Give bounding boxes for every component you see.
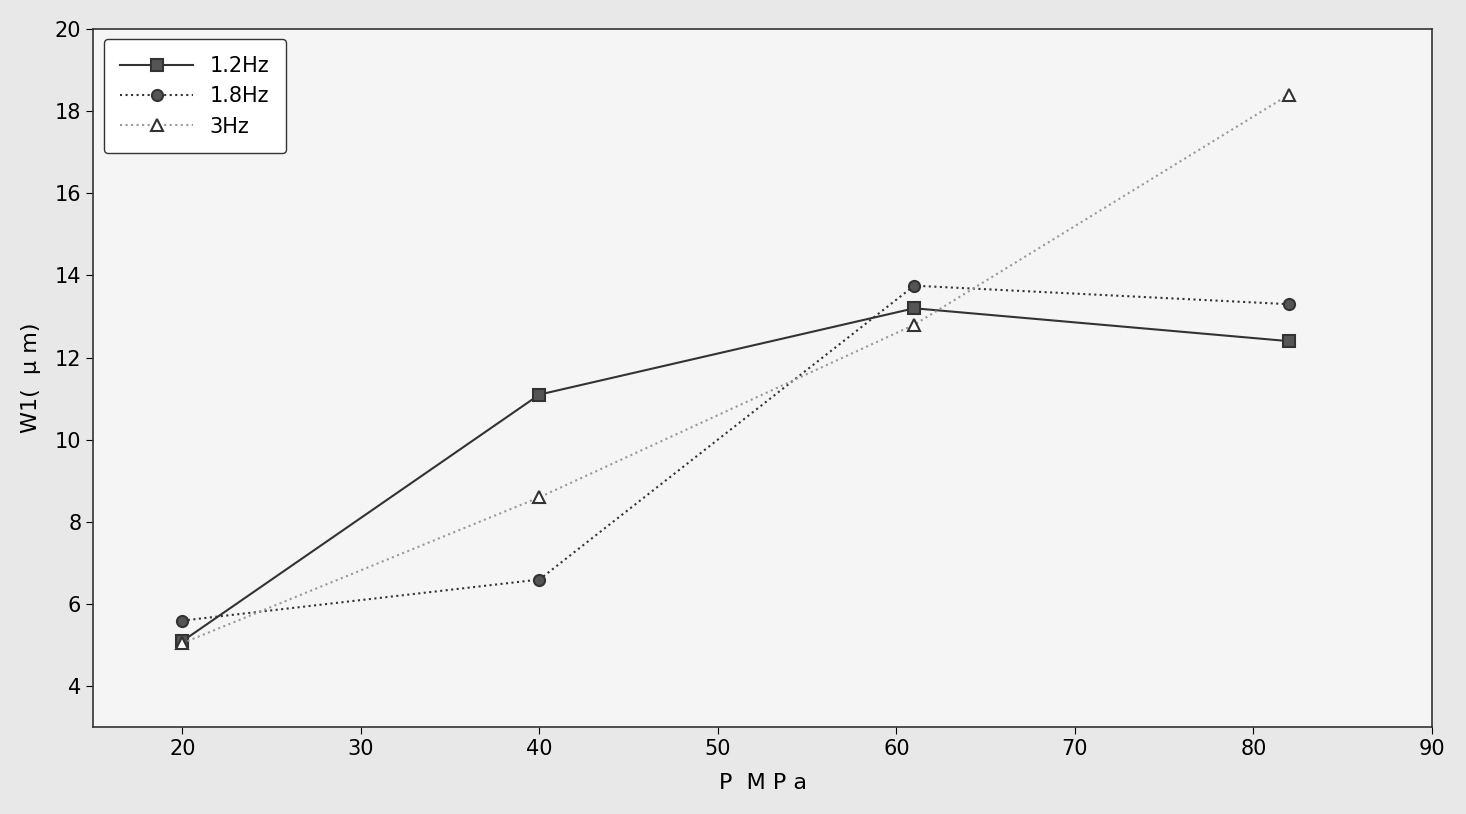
3Hz [531,492,548,502]
X-axis label: P  M P a: P M P a [718,773,806,793]
Legend: 1.2Hz, 1.8Hz, 3Hz: 1.2Hz, 1.8Hz, 3Hz [104,39,286,153]
1.2Hz [531,390,548,400]
3Hz [906,320,924,330]
1.2Hz [906,304,924,313]
1.2Hz [1280,336,1297,346]
1.8Hz [906,281,924,291]
Line: 1.2Hz: 1.2Hz [177,303,1294,647]
Line: 1.8Hz: 1.8Hz [177,280,1294,626]
3Hz [1280,90,1297,99]
Y-axis label: W1(  μ m): W1( μ m) [21,323,41,433]
1.8Hz [531,575,548,584]
3Hz [173,638,191,648]
1.2Hz [173,637,191,646]
1.8Hz [173,615,191,625]
1.8Hz [1280,300,1297,309]
Line: 3Hz: 3Hz [177,89,1294,649]
